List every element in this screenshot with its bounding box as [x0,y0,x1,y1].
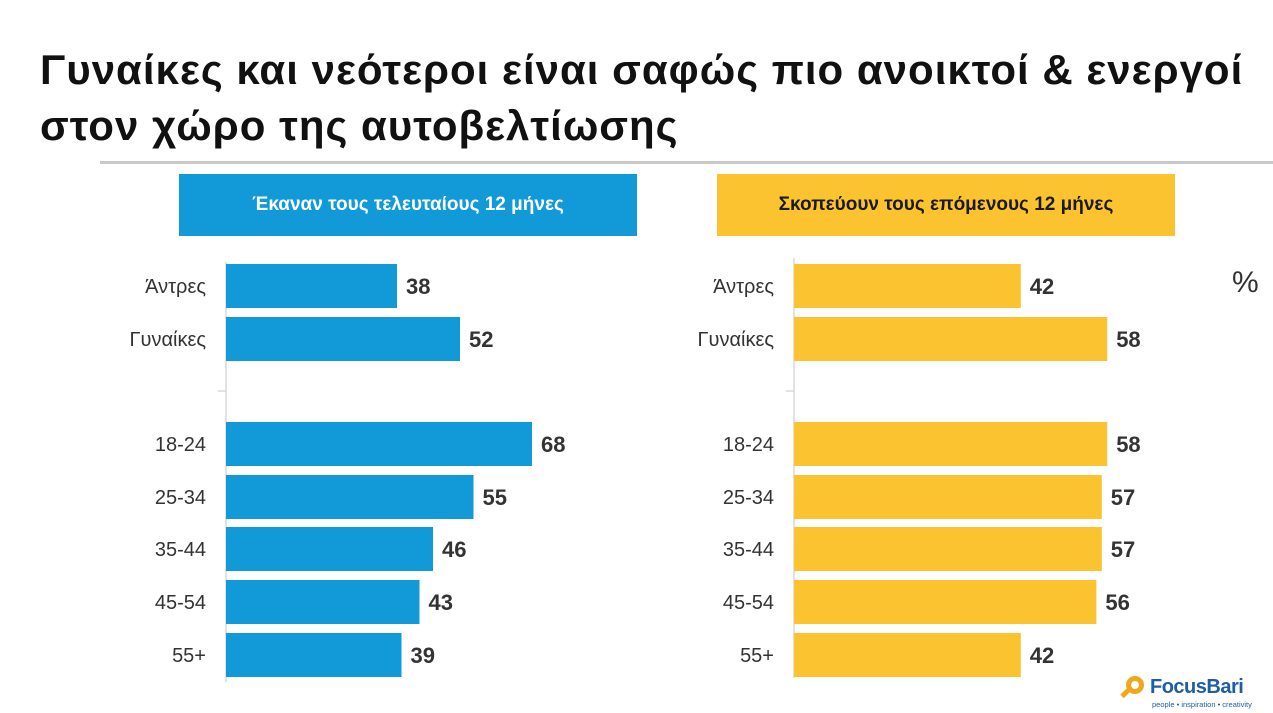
category-label: 55+ [740,645,774,667]
bar [226,475,474,519]
bar [794,527,1102,571]
bar [226,633,402,677]
bar [226,422,532,466]
value-label: 56 [1105,590,1129,615]
bar [226,580,420,624]
bar [226,264,397,308]
value-label: 39 [411,643,435,668]
value-label: 38 [406,274,430,299]
value-label: 58 [1116,327,1140,352]
bar [794,633,1021,677]
category-label: 35-44 [723,539,774,561]
value-label: 52 [469,327,493,352]
value-label: 57 [1111,485,1135,510]
title-divider [100,161,1273,164]
value-label: 42 [1030,643,1054,668]
bar [794,317,1108,361]
bar [794,475,1102,519]
category-label: Γυναίκες [129,329,206,351]
value-label: 42 [1030,274,1054,299]
value-label: 43 [429,590,453,615]
category-label: 55+ [172,645,206,667]
bar [794,264,1021,308]
category-label: Άντρες [713,276,774,298]
category-label: Γυναίκες [697,329,774,351]
value-label: 55 [483,485,507,510]
category-label: 18-24 [155,434,206,456]
left-panel-header: Έκαναν τους τελευταίους 12 μήνες [179,174,637,236]
magnifier-icon [1126,676,1144,694]
category-label: 45-54 [155,592,206,614]
category-label: 25-34 [155,487,206,509]
bar [794,580,1097,624]
unit-label: % [1232,266,1259,299]
logo-name: FocusBari [1150,676,1244,698]
category-label: 35-44 [155,539,206,561]
bar [226,527,433,571]
value-label: 58 [1116,432,1140,457]
right-panel-header: Σκοπεύουν τους επόμενους 12 μήνες [717,174,1175,236]
value-label: 46 [442,537,466,562]
slide-title: Γυναίκες και νεότεροι είναι σαφώς πιο αν… [40,46,1244,149]
category-label: 45-54 [723,592,774,614]
category-label: 18-24 [723,434,774,456]
logo-tagline: people • inspiration • creativity [1152,700,1252,709]
category-label: 25-34 [723,487,774,509]
value-label: 68 [541,432,565,457]
focusbari-logo: FocusBari people • inspiration • creativ… [1120,672,1267,710]
value-label: 57 [1111,537,1135,562]
category-label: Άντρες [145,276,206,298]
bar [794,422,1108,466]
bar [226,317,460,361]
